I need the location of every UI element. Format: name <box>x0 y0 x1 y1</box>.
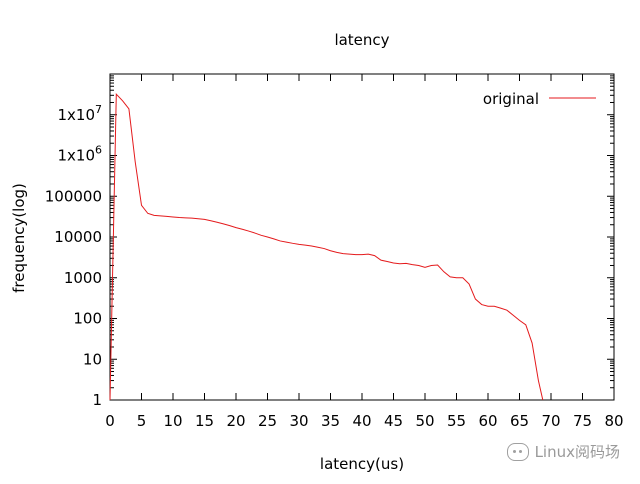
legend-label: original <box>483 90 539 108</box>
y-tick-label: 1 <box>92 391 102 409</box>
y-tick-label: 10000 <box>54 228 102 246</box>
x-tick-label: 50 <box>415 412 434 430</box>
x-axis-title: latency(us) <box>320 455 404 473</box>
y-tick-label: 100 <box>73 310 102 328</box>
watermark-text: Linux阅码场 <box>534 443 620 461</box>
y-tick-label: 100000 <box>45 187 102 205</box>
chat-icon <box>506 442 529 461</box>
y-axis-title: frequency(log) <box>10 183 28 293</box>
x-tick-label: 45 <box>384 412 403 430</box>
plot-frame <box>109 73 615 401</box>
x-tick-label: 80 <box>604 412 623 430</box>
x-tick-label: 0 <box>105 412 115 430</box>
y-tick-label: 1x107 <box>57 103 102 124</box>
x-tick-label: 75 <box>573 412 592 430</box>
x-tick-label: 70 <box>541 412 560 430</box>
x-tick-label: 20 <box>226 412 245 430</box>
x-tick-label: 65 <box>510 412 529 430</box>
series-line <box>109 92 544 401</box>
watermark: Linux阅码场 <box>506 441 620 462</box>
y-tick-label: 1x106 <box>57 144 102 165</box>
x-tick-label: 5 <box>137 412 147 430</box>
y-tick-label: 1000 <box>64 269 102 287</box>
x-tick-label: 55 <box>447 412 466 430</box>
x-tick-label: 10 <box>163 412 182 430</box>
x-tick-label: 25 <box>258 412 277 430</box>
x-tick-label: 15 <box>195 412 214 430</box>
x-tick-label: 35 <box>321 412 340 430</box>
y-tick-label: 10 <box>83 350 102 368</box>
x-tick-label: 40 <box>352 412 371 430</box>
chart-title: latency <box>334 31 389 49</box>
x-tick-label: 60 <box>478 412 497 430</box>
x-tick-label: 30 <box>289 412 308 430</box>
